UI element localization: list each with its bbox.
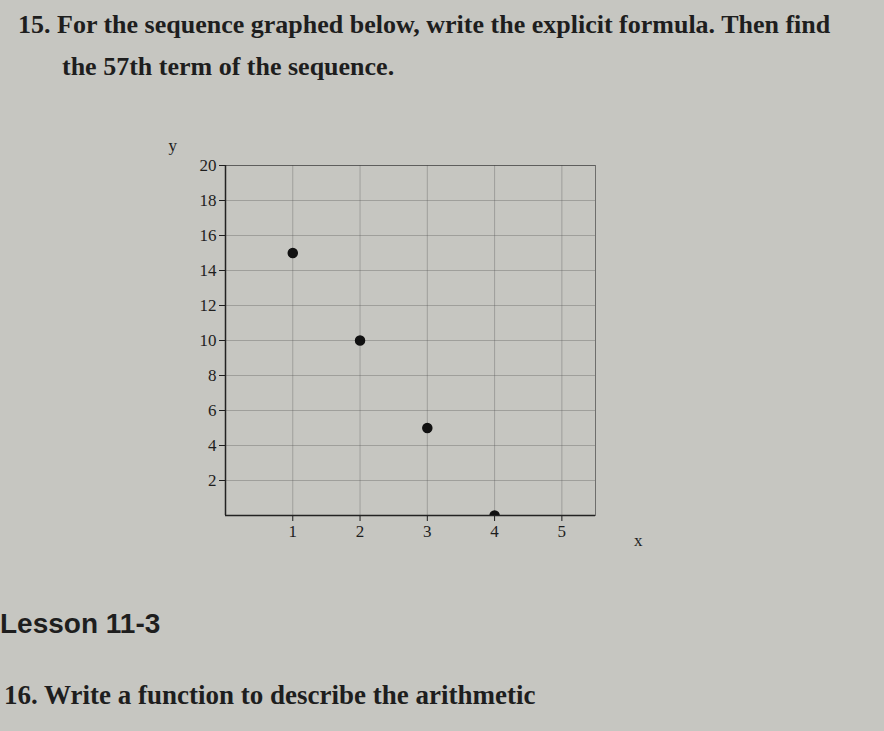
svg-text:10: 10 [200,331,217,350]
svg-text:4: 4 [490,522,499,541]
svg-text:4: 4 [208,436,217,455]
svg-text:y: y [169,136,178,155]
svg-text:20: 20 [200,156,217,175]
svg-text:1: 1 [289,522,298,541]
svg-text:x: x [634,531,643,550]
svg-text:14: 14 [200,261,218,280]
html-text:Lesson 11-3: Lesson 11-3 [0,608,161,639]
svg-text:2: 2 [356,522,365,541]
html-text:15. For the sequence graphed b: 15. For the sequence graphed below, writ… [18,10,831,81]
svg-text:2: 2 [208,471,217,490]
svg-text:16: 16 [200,226,217,245]
svg-text:3: 3 [423,522,432,541]
svg-text:6: 6 [208,401,217,420]
svg-text:12: 12 [200,296,217,315]
svg-text:18: 18 [200,191,217,210]
html-text:16. Write a function to descri: 16. Write a function to describe the ari… [4,680,536,710]
svg-text:8: 8 [208,366,217,385]
svg-text:5: 5 [558,522,567,541]
